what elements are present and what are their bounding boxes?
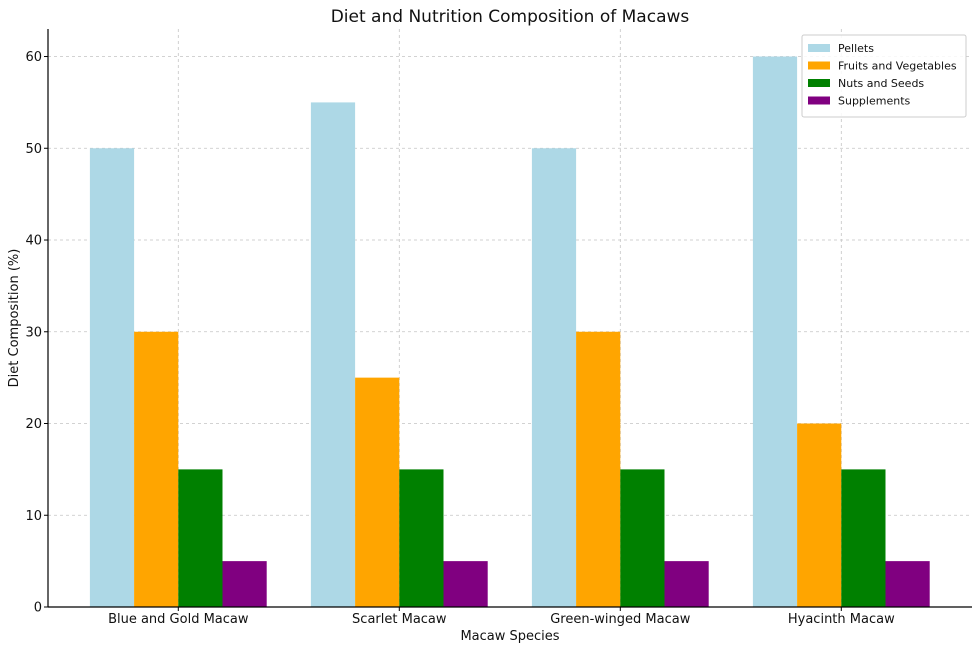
bar-fruits-and-vegetables — [355, 377, 400, 607]
x-tick-label: Scarlet Macaw — [352, 612, 447, 627]
x-tick-label: Hyacinth Macaw — [788, 612, 895, 627]
legend-label: Supplements — [838, 95, 911, 108]
y-tick-label: 20 — [25, 417, 42, 432]
y-axis-label: Diet Composition (%) — [7, 249, 22, 388]
bar-fruits-and-vegetables — [797, 423, 842, 607]
bar-fruits-and-vegetables — [576, 331, 621, 607]
axes: 0 10 20 30 40 50 60 Blue and Gold Macaw Scarlet … — [25, 29, 972, 627]
y-tick-label: 0 — [34, 601, 42, 616]
legend-label: Pellets — [838, 42, 874, 55]
legend-swatch — [808, 61, 830, 70]
bar-pellets — [752, 56, 798, 608]
legend-label: Fruits and Vegetables — [838, 60, 957, 73]
bar-nuts-and-seeds — [620, 469, 665, 607]
y-tick-label: 50 — [25, 142, 42, 157]
bar-pellets — [89, 148, 135, 607]
legend-swatch — [808, 96, 830, 105]
y-tick-label: 30 — [25, 325, 42, 340]
chart-title: Diet and Nutrition Composition of Macaws — [331, 7, 690, 27]
bar-supplements — [885, 561, 930, 607]
bar-fruits-and-vegetables — [134, 331, 179, 607]
legend: Pellets Fruits and Vegetables Nuts and See… — [801, 34, 967, 118]
x-tick-label: Blue and Gold Macaw — [108, 612, 249, 627]
y-tick-label: 40 — [25, 234, 42, 249]
legend-swatch — [808, 79, 830, 87]
bar-supplements — [664, 561, 709, 607]
x-axis-label: Macaw Species — [460, 629, 559, 644]
bar-nuts-and-seeds — [841, 469, 886, 607]
y-tick-label: 10 — [25, 509, 42, 524]
legend-swatch — [808, 44, 830, 52]
bar-supplements — [222, 561, 267, 607]
x-tick-label: Green-winged Macaw — [550, 612, 690, 627]
bar-nuts-and-seeds — [178, 469, 223, 607]
bar-supplements — [443, 561, 488, 607]
bar-nuts-and-seeds — [399, 469, 444, 607]
bar-pellets — [310, 102, 356, 608]
y-tick-label: 60 — [25, 50, 42, 65]
legend-box — [801, 34, 967, 118]
bar-pellets — [531, 148, 577, 607]
bars — [89, 56, 930, 608]
legend-label: Nuts and Seeds — [838, 77, 924, 90]
